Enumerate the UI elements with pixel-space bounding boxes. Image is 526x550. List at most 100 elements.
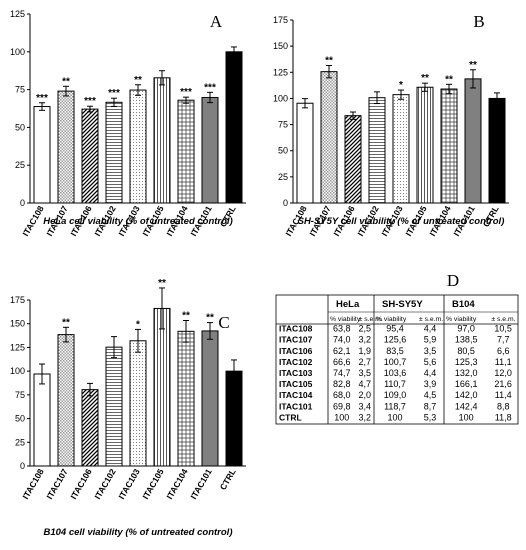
bar (105, 101, 123, 204)
y-tick-label: 150 (273, 41, 288, 51)
table-subheader: ± s.e.m. (491, 316, 515, 323)
bar (416, 86, 434, 204)
y-tick-label: 175 (273, 15, 288, 25)
x-tick-label: ITAC106 (68, 467, 93, 501)
significance-marker: ** (62, 317, 70, 328)
significance-marker: ** (134, 75, 142, 86)
panel-letter: A (210, 12, 223, 31)
significance-marker: *** (108, 88, 120, 99)
y-tick-label: 50 (15, 122, 25, 132)
bar (33, 106, 51, 204)
table-row-label: ITAC102 (279, 357, 313, 367)
x-tick-label: ITAC102 (92, 467, 117, 501)
bar (201, 330, 219, 467)
x-tick-label: ITAC107 (44, 467, 69, 501)
bar (392, 94, 410, 204)
bar (296, 102, 314, 204)
table-cell-sem: 3,5 (359, 368, 372, 378)
chart-b104-viability: 0255075100125150175ITAC108**ITAC107ITAC1… (10, 278, 246, 538)
table-subheader: ± s.e.m. (419, 316, 443, 323)
x-axis-label: SH-SY5Y cell viability (% of untreated c… (298, 216, 505, 227)
significance-marker: *** (84, 96, 96, 107)
table-row-label: ITAC106 (279, 346, 313, 356)
bar (320, 71, 338, 204)
table-cell-sem: 2,5 (359, 324, 372, 334)
table-cell-viability: 69,8 (333, 401, 351, 411)
x-tick-label: CTRL (218, 467, 238, 492)
bar (488, 97, 506, 204)
table-cell-sem: 8,8 (497, 401, 510, 411)
x-axis-label: HeLa cell viability (% of untreated cont… (43, 216, 233, 227)
y-tick-label: 100 (10, 47, 25, 57)
bar (368, 97, 386, 204)
table-row-label: ITAC108 (279, 324, 313, 334)
y-tick-label: 100 (10, 366, 25, 376)
table-cell-sem: 4,5 (424, 390, 437, 400)
panel-letter: C (218, 313, 229, 332)
bar (33, 373, 51, 467)
viability-table: D HeLa% viability± s.e.m.SH-SY5Y% viabil… (275, 271, 519, 425)
table-cell-sem: 4,4 (424, 368, 437, 378)
y-tick-label: 75 (278, 120, 288, 130)
significance-marker: ** (421, 73, 429, 84)
bar (153, 307, 171, 467)
significance-marker: *** (204, 82, 216, 93)
bar (81, 108, 99, 204)
table-cell-viability: 100,7 (384, 357, 407, 367)
y-tick-label: 0 (20, 198, 25, 208)
significance-marker: *** (180, 87, 192, 98)
y-tick-label: 0 (283, 198, 288, 208)
table-subheader: % viability (376, 316, 407, 323)
bar (129, 89, 147, 204)
table-group-header: SH-SY5Y (382, 299, 423, 310)
bar (201, 96, 219, 204)
y-tick-label: 50 (15, 414, 25, 424)
x-tick-label: ITAC108 (20, 204, 45, 238)
significance-marker: ** (325, 55, 333, 66)
bar (440, 88, 458, 204)
table-cell-sem: 10,5 (494, 324, 512, 334)
x-tick-label: ITAC105 (140, 467, 165, 501)
table-cell-viability: 80,5 (457, 346, 475, 356)
bar (57, 90, 75, 204)
table-cell-sem: 3,2 (359, 335, 372, 345)
table-group-header: B104 (452, 299, 475, 310)
table-cell-sem: 7,7 (497, 335, 510, 345)
significance-marker: *** (36, 93, 48, 104)
table-cell-viability: 95,4 (386, 324, 404, 334)
x-tick-label: ITAC103 (116, 467, 141, 501)
table-cell-viability: 74,7 (333, 368, 351, 378)
bar (129, 340, 147, 467)
table-cell-viability: 118,7 (384, 401, 406, 411)
table-row-label: ITAC105 (279, 379, 313, 389)
bar (464, 78, 482, 204)
table-cell-sem: 3,4 (359, 401, 372, 411)
panel-letter-d: D (447, 271, 459, 290)
table-cell-sem: 2,0 (359, 390, 372, 400)
table-cell-sem: 2,7 (359, 357, 372, 367)
table-subheader: ± s.e.m. (359, 316, 383, 323)
x-axis-label: B104 cell viability (% of untreated cont… (44, 527, 233, 538)
table-cell-sem: 5,9 (424, 335, 437, 345)
y-tick-label: 125 (10, 342, 25, 352)
table-cell-sem: 5,6 (424, 357, 437, 367)
table-cell-viability: 125,3 (455, 357, 478, 367)
bar (153, 77, 171, 204)
table-cell-sem: 6,6 (497, 346, 510, 356)
y-tick-label: 50 (278, 146, 288, 156)
significance-marker: * (136, 319, 140, 330)
panel-letter: B (473, 12, 484, 31)
table-cell-viability: 63,8 (333, 324, 351, 334)
table-cell-viability: 68,0 (333, 390, 351, 400)
table-cell-viability: 100 (387, 412, 402, 422)
table-subheader: % viability (330, 316, 361, 323)
significance-marker: * (399, 80, 403, 91)
table-cell-viability: 74,0 (333, 335, 351, 345)
y-tick-label: 75 (15, 390, 25, 400)
table-cell-viability: 166,1 (455, 379, 478, 389)
table-cell-sem: 4,7 (359, 379, 372, 389)
significance-marker: ** (445, 74, 453, 85)
table-cell-viability: 142,0 (455, 390, 478, 400)
bar (105, 346, 123, 467)
y-tick-label: 0 (20, 461, 25, 471)
